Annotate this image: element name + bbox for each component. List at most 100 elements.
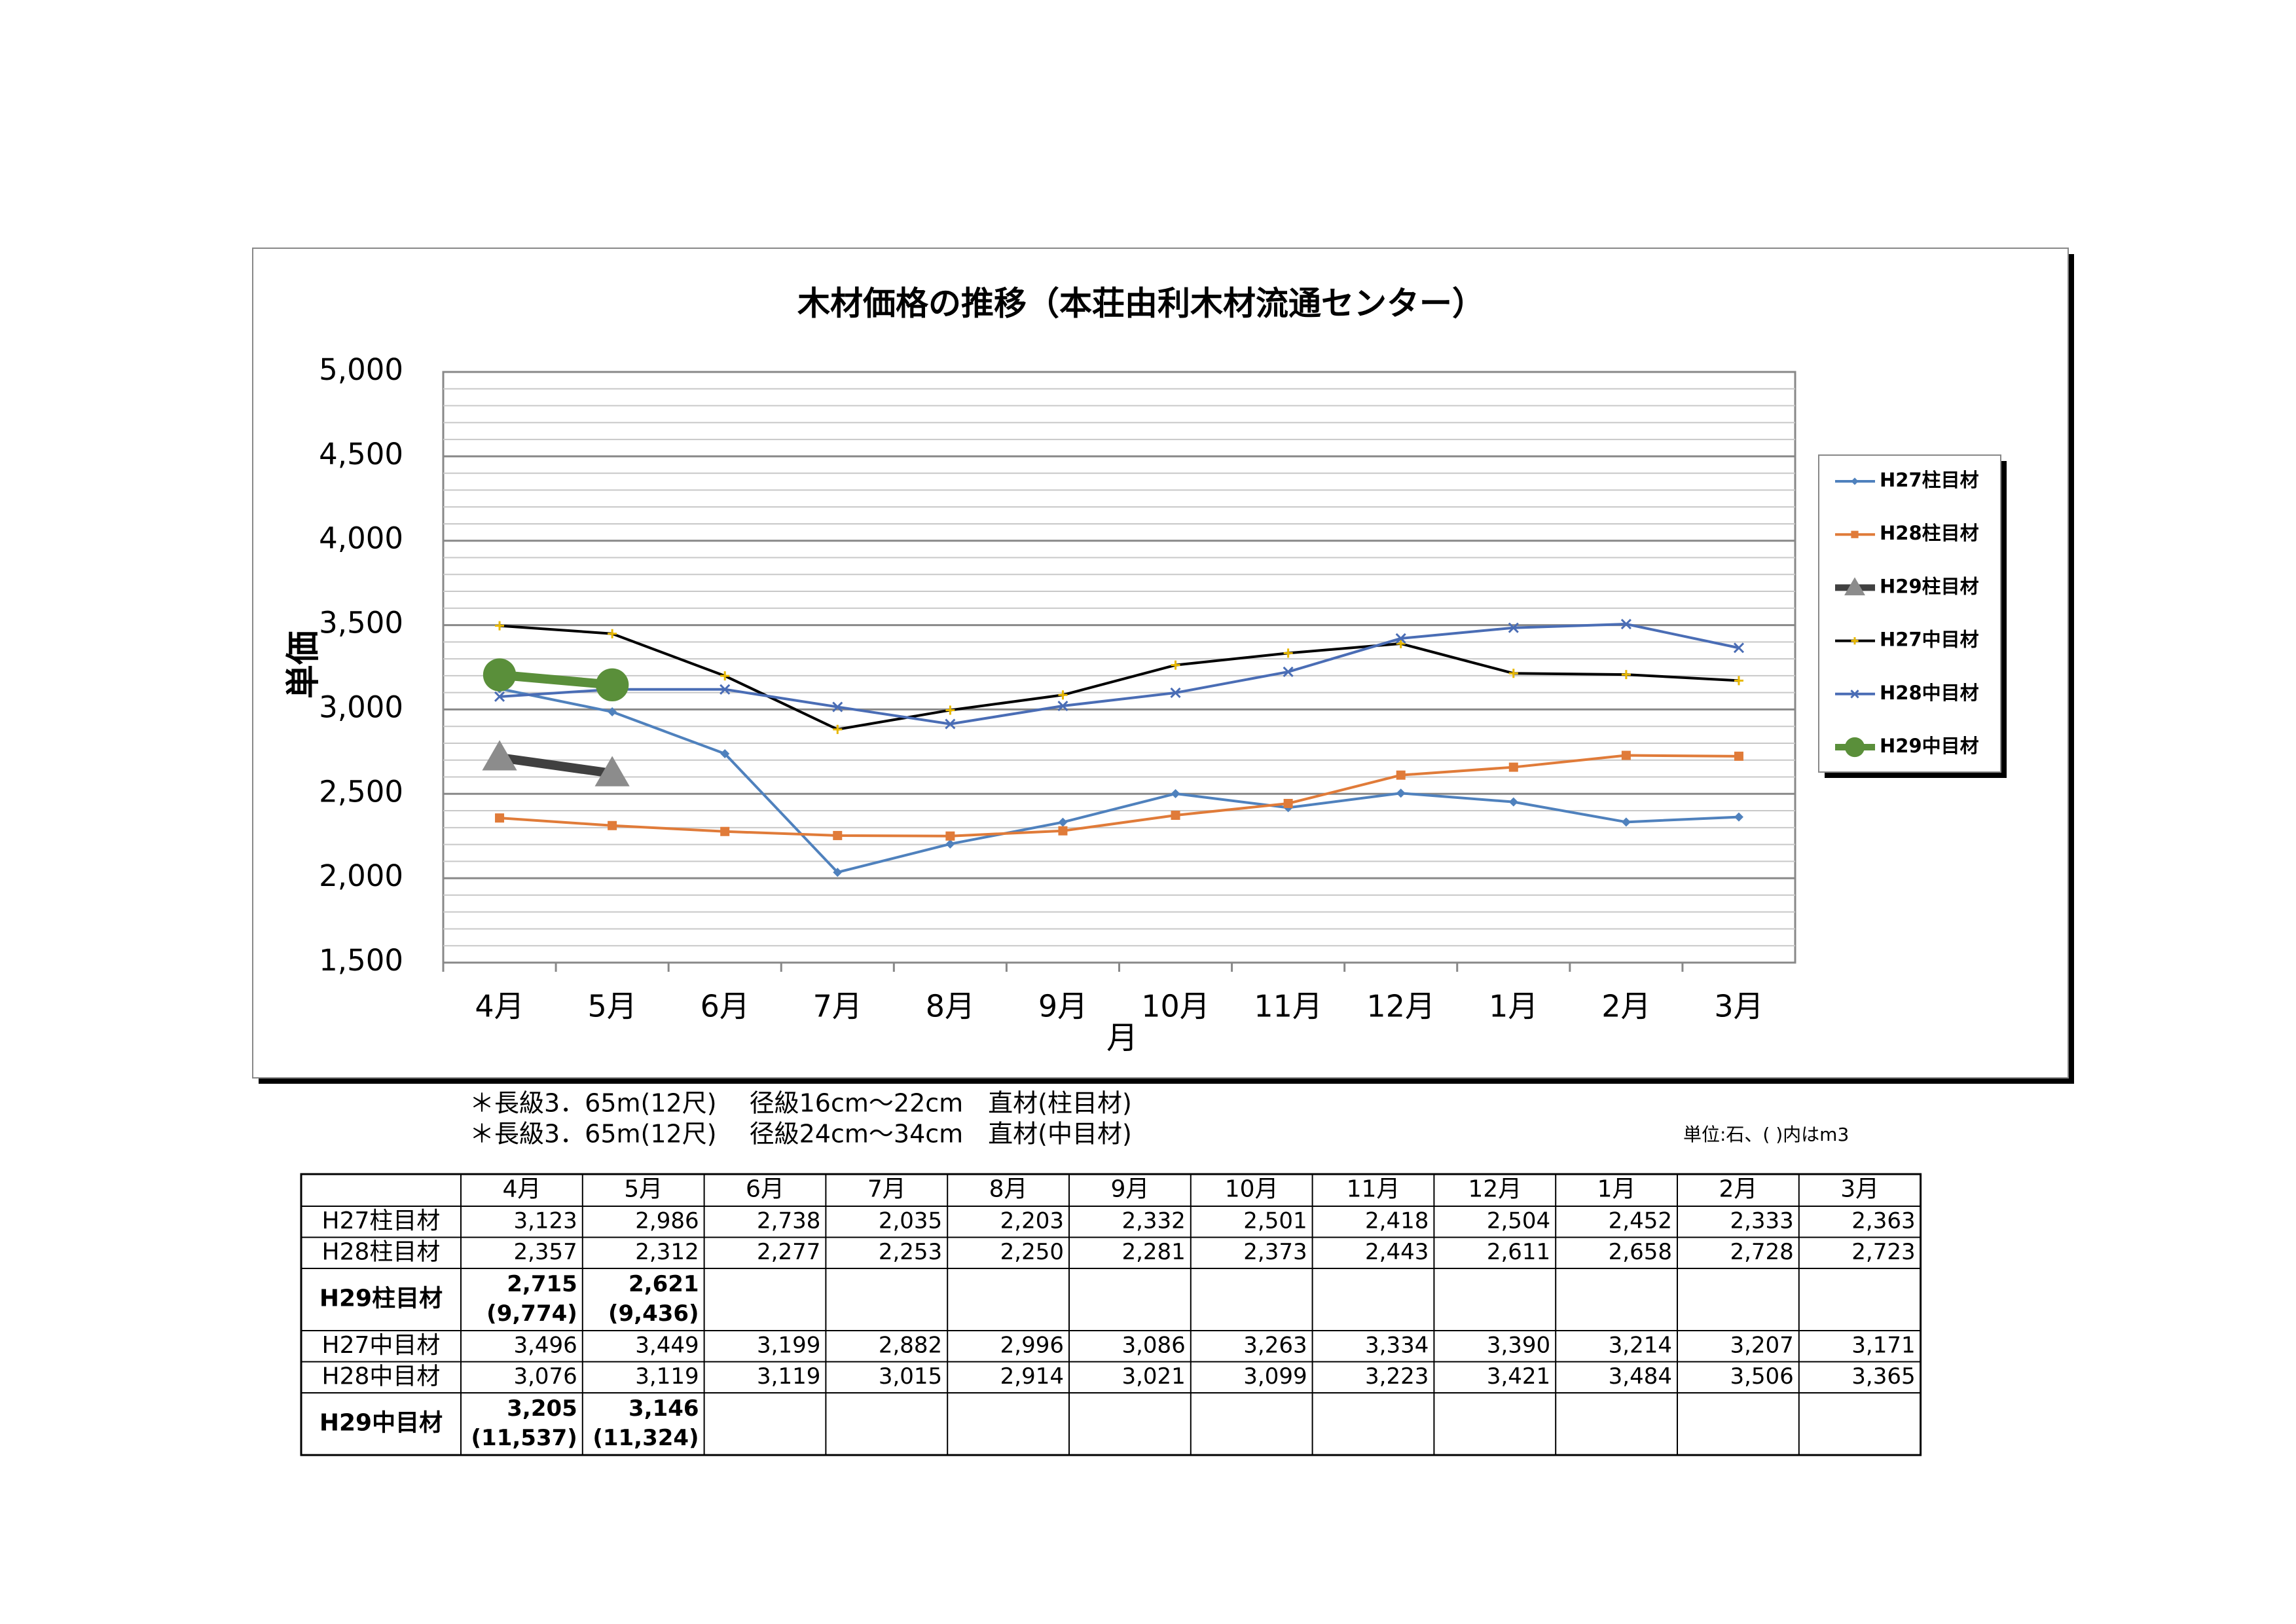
column-header: 2月 <box>1719 1176 1757 1203</box>
marker <box>1057 700 1068 712</box>
column-header: 9月 <box>1110 1176 1149 1203</box>
marker <box>1851 637 1859 645</box>
x-tick-label: 11月 <box>1254 989 1322 1024</box>
marker <box>1170 687 1181 698</box>
y-tick-label: 3,500 <box>319 606 403 640</box>
marker <box>1621 750 1631 760</box>
x-tick-label: 8月 <box>926 989 975 1024</box>
cell: 3,263 <box>1243 1332 1307 1358</box>
cell: 2,882 <box>879 1332 942 1358</box>
series-line <box>495 752 617 779</box>
marker <box>1850 690 1859 699</box>
column-header: 7月 <box>867 1176 906 1203</box>
x-tick-label: 9月 <box>1038 989 1087 1024</box>
cell-sub: (11,537) <box>471 1425 577 1451</box>
marker <box>495 621 505 631</box>
cell: 2,203 <box>1000 1208 1064 1234</box>
marker <box>1851 530 1859 538</box>
marker <box>1396 770 1406 780</box>
marker <box>720 826 730 836</box>
cell: 2,253 <box>879 1239 942 1265</box>
series-line <box>498 687 1740 874</box>
series-line <box>498 754 1740 838</box>
x-tick-label: 2月 <box>1601 989 1650 1024</box>
x-tick-label: 4月 <box>475 989 524 1024</box>
marker <box>482 740 517 771</box>
row-label: H28柱目材 <box>322 1238 441 1265</box>
marker <box>1734 751 1743 761</box>
cell: 2,621 <box>629 1271 699 1297</box>
cell: 3,199 <box>757 1332 820 1358</box>
marker <box>1508 622 1519 633</box>
legend-label: H27柱目材 <box>1880 469 1979 491</box>
note: ＊長級3．65m(12尺) 径級16cm～22cm 直材(柱目材) <box>469 1089 1132 1118</box>
cell: 3,496 <box>513 1332 577 1358</box>
marker <box>1508 762 1518 772</box>
plot-area <box>442 371 1796 964</box>
cell: 2,281 <box>1121 1239 1185 1265</box>
row-label: H28中目材 <box>322 1363 441 1390</box>
marker <box>1621 670 1631 680</box>
column-header: 5月 <box>624 1176 663 1203</box>
marker <box>494 691 505 702</box>
series-line <box>498 624 1740 731</box>
marker <box>1508 797 1518 807</box>
marker <box>832 701 843 712</box>
legend-label: H28柱目材 <box>1880 522 1979 544</box>
cell: 2,658 <box>1609 1239 1672 1265</box>
marker <box>945 839 955 849</box>
cell-sub: (9,774) <box>486 1301 577 1327</box>
cell: 3,506 <box>1730 1363 1793 1390</box>
marker <box>608 707 617 717</box>
legend-label: H29柱目材 <box>1880 575 1979 597</box>
cell: 3,421 <box>1487 1363 1550 1390</box>
row-label: H27柱目材 <box>322 1208 441 1234</box>
cell: 2,715 <box>507 1271 577 1297</box>
cell: 3,484 <box>1609 1363 1672 1390</box>
legend-box <box>1818 454 2001 773</box>
cell: 2,996 <box>1000 1332 1064 1358</box>
cell: 2,035 <box>879 1208 942 1234</box>
cell-sub: (9,436) <box>608 1301 699 1327</box>
y-tick-label: 2,500 <box>319 774 403 809</box>
cell: 2,986 <box>635 1208 699 1234</box>
cell-sub: (11,324) <box>592 1425 699 1451</box>
marker <box>608 821 617 830</box>
y-tick-label: 1,500 <box>319 943 403 978</box>
y-tick-label: 4,500 <box>319 437 403 471</box>
marker <box>1844 737 1865 758</box>
cell: 3,449 <box>635 1332 699 1358</box>
x-tick-label: 6月 <box>701 989 750 1024</box>
cell: 3,021 <box>1121 1363 1185 1390</box>
cell: 3,099 <box>1243 1363 1307 1390</box>
row-label: H29中目材 <box>319 1410 443 1437</box>
cell: 3,015 <box>879 1363 942 1390</box>
marker <box>1734 676 1743 686</box>
marker <box>1396 638 1406 648</box>
cell: 2,723 <box>1851 1239 1915 1265</box>
column-header: 10月 <box>1225 1176 1279 1203</box>
cell: 2,504 <box>1487 1208 1550 1234</box>
legend-label: H29中目材 <box>1880 735 1979 757</box>
marker <box>1283 666 1294 678</box>
cell: 3,214 <box>1609 1332 1672 1358</box>
series-line <box>498 623 1740 726</box>
cell: 2,357 <box>513 1239 577 1265</box>
y-tick-label: 2,000 <box>319 858 403 893</box>
marker <box>720 748 730 758</box>
marker <box>483 658 517 692</box>
marker <box>833 830 843 840</box>
marker <box>1171 660 1180 670</box>
marker <box>1621 817 1631 827</box>
note: ＊長級3．65m(12尺) 径級24cm～34cm 直材(中目材) <box>469 1120 1132 1149</box>
cell: 3,123 <box>513 1208 577 1234</box>
marker <box>1283 798 1293 808</box>
cell: 3,365 <box>1851 1363 1915 1390</box>
cell: 2,501 <box>1243 1208 1307 1234</box>
marker <box>1283 648 1293 658</box>
cell: 3,086 <box>1121 1332 1185 1358</box>
unit-note: 単位:石、( )内はm3 <box>1683 1124 1849 1145</box>
cell: 2,452 <box>1609 1208 1672 1234</box>
marker <box>720 671 730 681</box>
